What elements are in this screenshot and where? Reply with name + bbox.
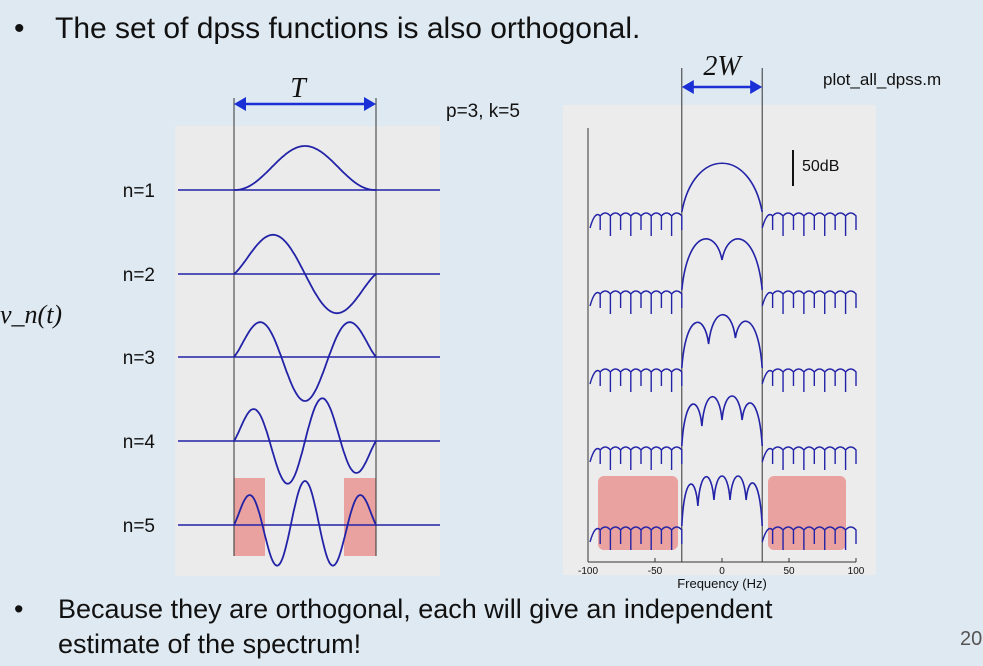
x-axis-title: Frequency (Hz)	[677, 576, 767, 591]
taper-curve-4	[233, 397, 377, 485]
x-tick-label-2: 0	[719, 566, 725, 577]
main-lobe-2	[681, 238, 763, 291]
bullet-icon-2: •	[14, 594, 24, 624]
sidelobe-highlight-left	[598, 476, 678, 550]
time-domain-plot: n=1 n=2 n=3 n=4 n=5	[123, 97, 440, 567]
spectrum-4	[589, 395, 857, 470]
taper-curve-3	[233, 321, 377, 402]
sidelobes-right-5	[761, 526, 857, 550]
bandwidth-arrowhead-left	[681, 80, 694, 94]
taper-1: n=1	[123, 145, 440, 202]
bottom-bullet-line2: estimate of the spectrum!	[58, 629, 362, 659]
spectrum-1	[589, 162, 857, 236]
slide-number: 20	[960, 628, 983, 650]
taper-label-5: n=5	[123, 516, 155, 537]
sidelobes-left-2	[589, 290, 683, 314]
main-lobe-3	[681, 313, 763, 369]
spectrum-2	[589, 238, 857, 314]
spectrum-3	[589, 313, 857, 392]
sidelobe-highlight-right	[768, 476, 846, 550]
taper-label-1: n=1	[123, 181, 155, 202]
x-tick-label-3: 50	[783, 566, 795, 577]
taper-3: n=3	[123, 321, 440, 402]
sidelobes-left-4	[589, 446, 683, 470]
main-lobe-5	[681, 475, 763, 527]
param-label: p=3, k=5	[446, 101, 520, 122]
taper-label-4: n=4	[123, 432, 156, 453]
bullet-icon: •	[14, 12, 25, 45]
sidelobes-left-3	[589, 368, 683, 392]
sidelobes-right-2	[761, 290, 857, 314]
taper-curve-1	[234, 145, 376, 191]
y-axis-label: v_n(t)	[0, 300, 63, 329]
spectrum-5	[589, 475, 857, 550]
main-lobe-1	[681, 162, 763, 213]
taper-curve-5	[233, 480, 377, 567]
sidelobes-left-1	[589, 212, 683, 236]
bandwidth-arrowhead-right	[750, 80, 763, 94]
interval-arrowhead-left	[234, 97, 246, 111]
taper-4: n=4	[123, 397, 440, 485]
taper-2: n=2	[123, 233, 440, 315]
script-label: plot_all_dpss.m	[823, 70, 942, 89]
taper-label-2: n=2	[123, 265, 155, 286]
taper-5: n=5	[123, 480, 440, 567]
frequency-domain-plot: -100 -50 0 50 100	[578, 68, 865, 577]
bandwidth-label-2W: 2W	[703, 51, 743, 82]
sidelobes-right-4	[761, 446, 857, 470]
interval-arrowhead-right	[364, 97, 376, 111]
x-tick-label-0: -100	[578, 566, 598, 577]
x-tick-label-1: -50	[648, 566, 663, 577]
sidelobes-right-1	[761, 212, 857, 236]
bottom-bullet-line1: Because they are orthogonal, each will g…	[58, 594, 773, 624]
top-bullet-text: The set of dpss functions is also orthog…	[55, 12, 641, 45]
sidelobes-left-5	[589, 526, 683, 550]
scale-bar-label: 50dB	[802, 158, 839, 175]
x-tick-label-4: 100	[848, 566, 865, 577]
sidelobes-right-3	[761, 368, 857, 392]
time-panel-bg	[175, 126, 440, 576]
interval-label-T: T	[290, 73, 308, 104]
taper-curve-2	[233, 233, 377, 315]
main-lobe-4	[681, 395, 763, 447]
taper-label-3: n=3	[123, 348, 155, 369]
